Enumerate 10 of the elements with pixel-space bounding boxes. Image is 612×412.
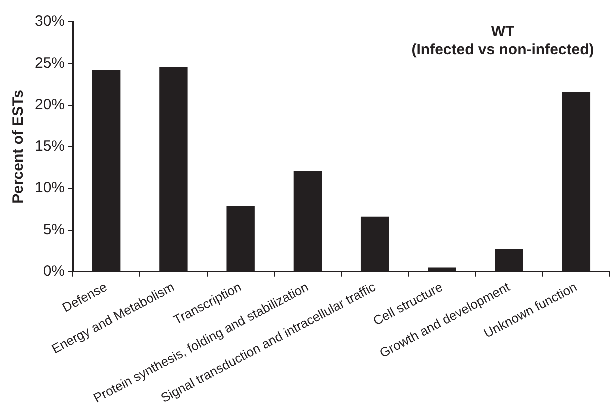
y-tick-label: 0% bbox=[43, 263, 66, 280]
y-tick-label: 5% bbox=[43, 221, 66, 238]
y-tick-label: 20% bbox=[34, 96, 66, 114]
y-tick-label: 30% bbox=[34, 13, 66, 30]
y-tick-label: 15% bbox=[34, 138, 66, 156]
y-tick-label: 10% bbox=[34, 180, 66, 197]
y-axis-title: Percent of ESTs bbox=[10, 90, 28, 204]
chart-title: WT bbox=[491, 24, 515, 41]
text: (Infected vs non-infected) bbox=[412, 42, 594, 59]
y-tick-label: 25% bbox=[34, 54, 66, 72]
